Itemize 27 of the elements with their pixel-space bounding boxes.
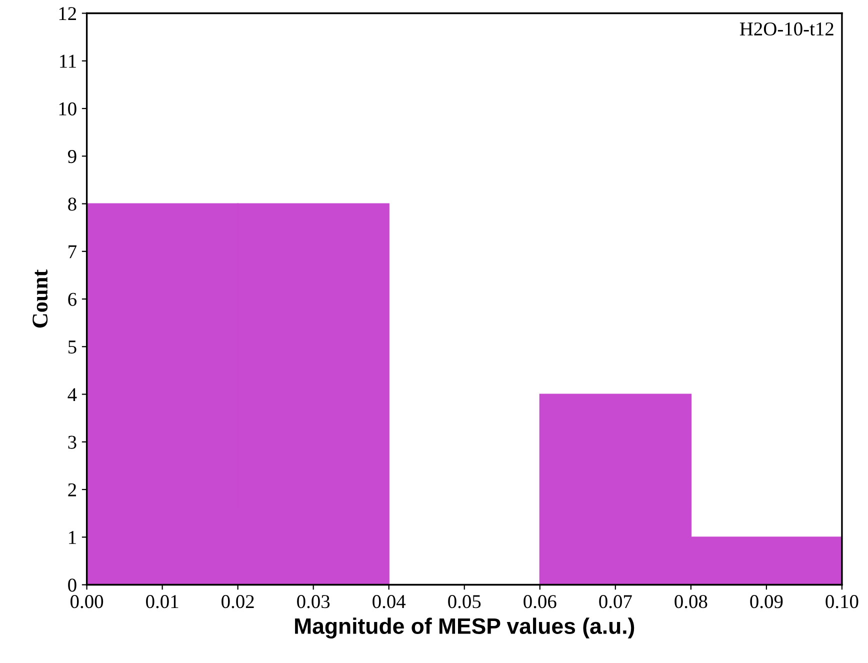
y-tick-label: 0 (68, 578, 76, 592)
y-tick-label: 3 (68, 436, 76, 449)
y-tick-label: 6 (68, 292, 76, 306)
y-tick-label: 4 (68, 388, 77, 402)
x-tick-label: 0.02 (222, 595, 254, 608)
x-tick-label: 0.10 (826, 595, 858, 608)
y-tick-label: 7 (68, 245, 77, 258)
x-tick-label: 0.08 (674, 595, 708, 608)
x-tick-label: 0.06 (524, 595, 556, 608)
x-axis-title: Magnitude of MESP values (a.u.) (295, 618, 634, 638)
y-tick-label: 9 (68, 150, 76, 164)
y-tick-label: 8 (68, 198, 76, 211)
y-tick-label: 5 (68, 340, 76, 354)
annotation: H2O-10-t12 (740, 22, 834, 36)
x-tick-label: 0.09 (750, 595, 783, 608)
x-tick-label: 0.05 (448, 595, 481, 608)
y-tick-label: 1 (69, 531, 76, 544)
x-tick-label: 0.00 (70, 595, 104, 608)
y-tick-label: 10 (59, 102, 76, 116)
y-tick-label: 12 (59, 7, 76, 20)
x-tick-label: 0.04 (372, 595, 406, 608)
x-tick-label: 0.01 (146, 595, 178, 608)
x-tick-label: 0.03 (297, 595, 330, 608)
y-tick-label: 11 (60, 54, 76, 68)
y-axis-title: Count (32, 269, 48, 328)
y-tick-label: 2 (68, 483, 76, 496)
x-tick-label: 0.07 (599, 595, 632, 608)
